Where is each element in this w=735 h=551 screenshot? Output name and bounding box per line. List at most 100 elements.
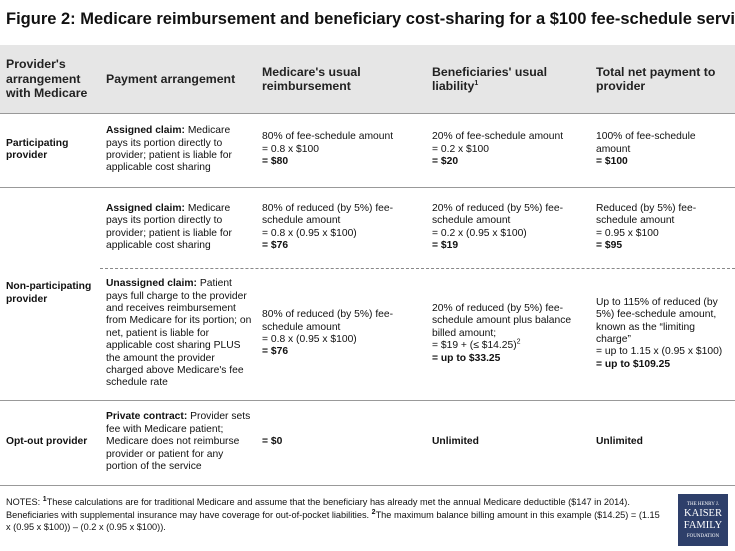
note-text: The maximum balance billing amount in th…: [6, 509, 660, 533]
notes: NOTES: 1These calculations are for tradi…: [6, 496, 666, 534]
cell-line: 80% of fee-schedule amount: [262, 131, 420, 143]
logo: THE HENRY J. KAISER FAMILY FOUNDATION: [678, 494, 728, 546]
cell-result: = $95: [596, 239, 623, 251]
liability-cell: 20% of reduced (by 5%) fee-schedule amou…: [432, 268, 584, 400]
superscript: 2: [516, 338, 521, 346]
cell-result: = up to $33.25: [432, 352, 501, 364]
provider-cell: Opt-out provider: [6, 400, 98, 485]
provider-cell: Participating provider: [6, 113, 98, 187]
header-cell: Beneficiaries' usual liability1: [432, 47, 584, 111]
medicare-cell: 80% of reduced (by 5%) fee-schedule amou…: [262, 187, 420, 268]
liability-cell: Unlimited: [432, 400, 584, 485]
cell-line-text: 80% of reduced (by 5%) fee-schedule amou…: [262, 202, 394, 227]
notes-label: NOTES:: [6, 497, 41, 507]
cell-line-text: 20% of reduced (by 5%) fee-schedule amou…: [432, 202, 564, 227]
cell-line: = 0.95 x $100: [596, 228, 732, 240]
cell-result: Unlimited: [432, 436, 479, 448]
cell-line: Up to 115% of reduced (by 5%) fee-schedu…: [596, 297, 732, 347]
payment-cell: Unassigned claim: Patient pays full char…: [106, 268, 252, 400]
header-text: Provider's arrangement with Medicare: [6, 57, 98, 101]
total-cell: Reduced (by 5%) fee-schedule amount = 0.9…: [596, 187, 732, 268]
cell-line: 80% of reduced (by 5%) fee-schedule amou…: [262, 203, 420, 228]
note-number: 2: [371, 508, 376, 516]
payment-desc: Medicare pays its portion directly to pr…: [106, 202, 232, 251]
header-label: Payment arrangement: [106, 71, 236, 86]
cell-result: = up to $109.25: [596, 358, 671, 370]
header-text: Medicare's usual reimbursement: [262, 65, 420, 94]
provider-label: Participating provider: [6, 137, 69, 161]
cell-result: = $76: [262, 346, 289, 358]
payment-text: Assigned claim: Medicare pays its portio…: [106, 203, 252, 253]
medicare-cell: = $0: [262, 400, 420, 485]
cell-line: Reduced (by 5%) fee-schedule amount: [596, 203, 732, 228]
cell-line-text: Reduced (by 5%) fee-schedule amount: [596, 202, 697, 227]
logo-text: FOUNDATION: [686, 533, 720, 539]
header-cell: Total net payment to provider: [596, 47, 732, 111]
payment-text: Unassigned claim: Patient pays full char…: [106, 278, 252, 390]
header-text: Payment arrangement: [106, 72, 252, 87]
total-cell: 100% of fee-schedule amount = $100: [596, 113, 732, 187]
cell-line: = 0.8 x $100: [262, 144, 420, 156]
payment-desc: Provider sets fee with Medicare patient;…: [106, 411, 251, 473]
header-label: Total net payment to provider: [596, 64, 716, 94]
cell-result: = $80: [262, 156, 289, 168]
payment-lead: Private contract:: [106, 411, 188, 423]
payment-desc: Medicare pays its portion directly to pr…: [106, 125, 232, 174]
cell-line-text: = $19 + (≤ $14.25): [432, 340, 517, 352]
note-number: 1: [42, 495, 47, 503]
cell-result: Unlimited: [596, 436, 643, 448]
cell-line-text: = up to 1.15 x (0.95 x $100): [596, 346, 723, 358]
payment-desc: Patient pays full charge to the provider…: [106, 278, 252, 389]
header-cell: Provider's arrangement with Medicare: [6, 47, 98, 111]
cell-line: 20% of reduced (by 5%) fee-schedule amou…: [432, 303, 584, 340]
liability-cell: 20% of fee-schedule amount = 0.2 x $100 = …: [432, 113, 584, 187]
cell-line-text: Up to 115% of reduced (by 5%) fee-schedu…: [596, 296, 718, 345]
cell-result: = $20: [432, 156, 459, 168]
divider: [0, 187, 735, 188]
provider-label: Opt-out provider: [6, 436, 88, 448]
superscript: 1: [474, 79, 479, 87]
payment-text: Private contract: Provider sets fee with…: [106, 411, 252, 473]
header-label: Medicare's usual reimbursement: [262, 64, 361, 94]
cell-line-text: = 0.2 x (0.95 x $100): [432, 227, 527, 239]
cell-line-text: = 0.8 x (0.95 x $100): [262, 334, 357, 345]
logo-text: KAISER: [684, 507, 722, 519]
divider: [0, 113, 735, 114]
medicare-cell: 80% of fee-schedule amount = 0.8 x $100 = …: [262, 113, 420, 187]
cell-line-text: 100% of fee-schedule amount: [596, 131, 696, 155]
cell-result: = $76: [262, 239, 289, 251]
cell-line-text: 80% of fee-schedule amount: [262, 131, 394, 143]
cell-line-text: = 0.8 x $100: [262, 143, 319, 155]
payment-lead: Assigned claim:: [106, 202, 185, 214]
header-cell: Payment arrangement: [106, 47, 252, 111]
header-text: Total net payment to provider: [596, 65, 732, 94]
dashed-divider: [100, 268, 735, 269]
cell-line: 20% of reduced (by 5%) fee-schedule amou…: [432, 203, 584, 228]
header-text: Beneficiaries' usual liability1: [432, 65, 584, 94]
cell-line: = $19 + (≤ $14.25)2: [432, 338, 584, 352]
note-text: These calculations are for traditional M…: [6, 497, 630, 520]
cell-result: = $0: [262, 436, 283, 448]
cell-line: = 0.8 x (0.95 x $100): [262, 334, 420, 346]
header-cell: Medicare's usual reimbursement: [262, 47, 420, 111]
cell-line-text: = 0.8 x (0.95 x $100): [262, 227, 357, 239]
cell-line-text: = 0.2 x $100: [432, 143, 489, 155]
cell-line: 100% of fee-schedule amount: [596, 131, 732, 156]
payment-cell: Assigned claim: Medicare pays its portio…: [106, 113, 252, 187]
medicare-cell: 80% of reduced (by 5%) fee-schedule amou…: [262, 268, 420, 400]
liability-cell: 20% of reduced (by 5%) fee-schedule amou…: [432, 187, 584, 268]
provider-cell: Non-participating provider: [6, 187, 98, 400]
cell-line-text: 20% of fee-schedule amount: [432, 131, 564, 143]
header-band: [0, 45, 735, 113]
cell-line: 80% of reduced (by 5%) fee-schedule amou…: [262, 309, 420, 334]
total-cell: Up to 115% of reduced (by 5%) fee-schedu…: [596, 268, 732, 400]
divider: [0, 400, 735, 401]
header-label: Provider's arrangement with Medicare: [6, 57, 88, 101]
cell-line-text: 20% of reduced (by 5%) fee-schedule amou…: [432, 302, 572, 339]
cell-line: = 0.2 x $100: [432, 144, 584, 156]
cell-result: = $19: [432, 239, 459, 251]
cell-line: = up to 1.15 x (0.95 x $100): [596, 346, 732, 358]
cell-line: 20% of fee-schedule amount: [432, 131, 584, 143]
logo-text: FAMILY: [683, 520, 723, 531]
payment-cell: Assigned claim: Medicare pays its portio…: [106, 187, 252, 268]
